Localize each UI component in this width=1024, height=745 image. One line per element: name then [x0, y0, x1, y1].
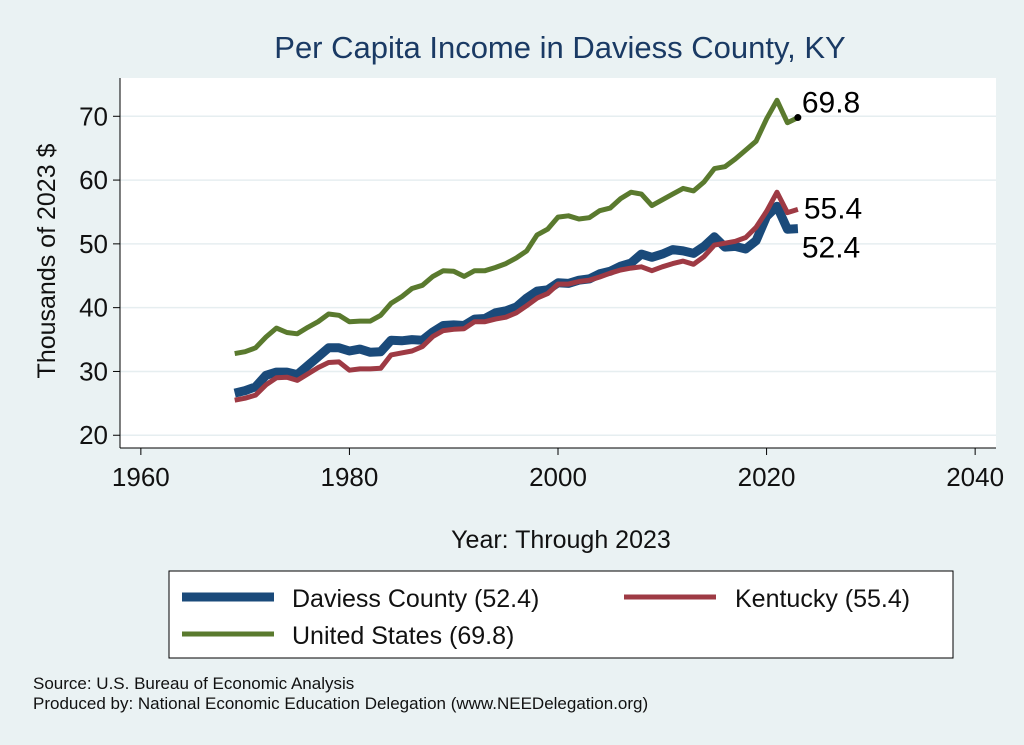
legend-box [168, 570, 954, 659]
series-lines [233, 97, 799, 403]
axes: 20 30 40 50 60 70 1960 1980 2000 2020 2040 [79, 78, 1004, 492]
x-tick-label-1960: 1960 [112, 462, 170, 492]
producer-note: Produced by: National Economic Education… [33, 694, 648, 713]
chart-title: Per Capita Income in Daviess County, KY [274, 30, 845, 65]
source-note: Source: U.S. Bureau of Economic Analysis [33, 674, 354, 693]
end-marker-united-states [794, 114, 802, 122]
x-tick-label-2000: 2000 [529, 462, 587, 492]
legend: Daviess County (52.4) Kentucky (55.4) Un… [168, 570, 954, 659]
end-label-united-states: 69.8 [802, 87, 860, 120]
end-label-kentucky: 55.4 [804, 192, 862, 225]
series-line-kentucky [234, 189, 799, 403]
x-tick-label-2040: 2040 [946, 462, 1004, 492]
legend-label-daviess: Daviess County (52.4) [292, 585, 539, 613]
x-axis-title: Year: Through 2023 [451, 526, 671, 554]
series-line-united-states [234, 97, 799, 357]
end-labels: 52.4 55.4 69.8 [794, 87, 862, 265]
series-line-daviess-county [233, 201, 799, 398]
x-tick-label-1980: 1980 [321, 462, 379, 492]
legend-label-us: United States (69.8) [292, 622, 514, 650]
legend-label-kentucky: Kentucky (55.4) [735, 585, 910, 613]
y-tick-label-60: 60 [79, 165, 108, 195]
x-tick-label-2020: 2020 [738, 462, 796, 492]
y-tick-label-50: 50 [79, 229, 108, 259]
y-tick-label-70: 70 [79, 101, 108, 131]
y-tick-label-40: 40 [79, 293, 108, 323]
y-tick-label-30: 30 [79, 356, 108, 386]
y-axis-title: Thousands of 2023 $ [33, 143, 61, 378]
end-label-daviess-county: 52.4 [802, 232, 860, 265]
y-tick-label-20: 20 [79, 420, 108, 450]
